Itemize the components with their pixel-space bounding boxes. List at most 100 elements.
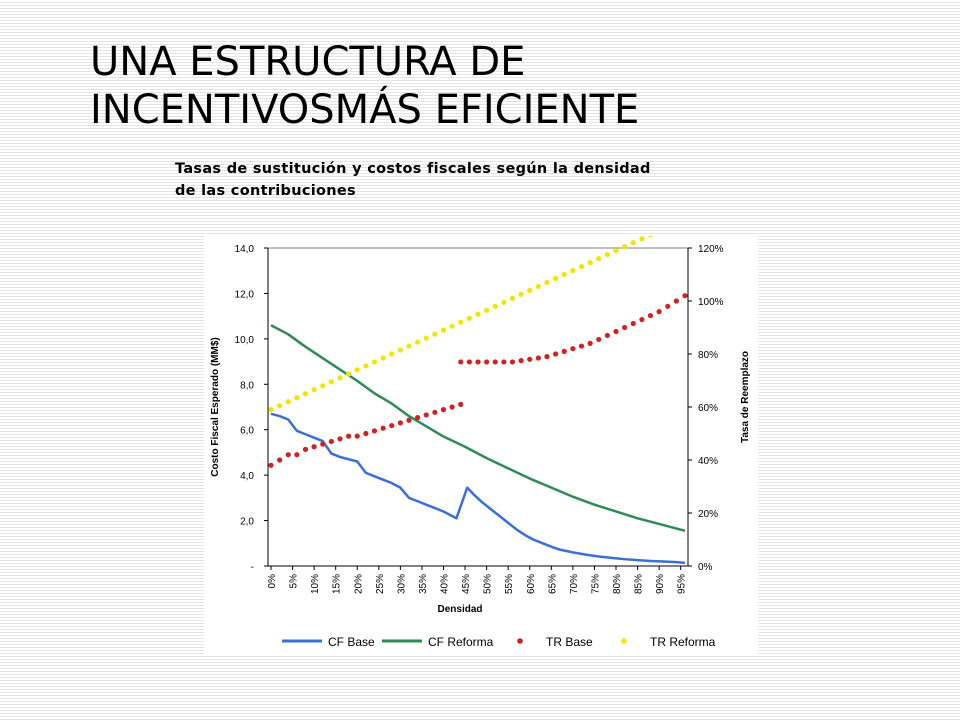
data-point-tr-base <box>406 417 412 423</box>
data-point-tr-base <box>475 359 481 365</box>
series-line-cf-base <box>270 412 686 565</box>
data-point-tr-reforma <box>371 359 378 365</box>
data-point-tr-base <box>311 444 317 450</box>
data-point-tr-base <box>492 359 498 365</box>
data-point-tr-reforma <box>406 343 412 349</box>
data-point-tr-reforma <box>553 275 559 282</box>
x-tick-label: 0% <box>267 574 278 589</box>
y2-tick-label: 40% <box>698 456 718 467</box>
data-point-tr-reforma <box>527 287 533 293</box>
x-axis-title: Densidad <box>437 604 482 615</box>
x-tick-label: 65% <box>547 574 558 594</box>
legend-label-cf-reforma: CF Reforma <box>428 635 494 649</box>
data-point-tr-base <box>285 452 291 458</box>
data-point-tr-reforma <box>337 375 343 381</box>
slide-title: UNA ESTRUCTURA DE INCENTIVOSMÁS EFICIENT… <box>90 38 890 134</box>
data-point-tr-base <box>397 420 403 426</box>
data-point-tr-reforma <box>535 283 541 290</box>
data-point-tr-base <box>346 433 352 439</box>
data-point-tr-reforma <box>639 236 645 242</box>
data-point-tr-base <box>484 359 490 365</box>
data-point-tr-reforma <box>415 339 421 345</box>
data-point-tr-reforma <box>630 240 636 246</box>
data-point-tr-base <box>389 422 395 429</box>
y-axis-title: Costo Fiscal Esperado (MM$) <box>210 337 221 476</box>
x-tick-label: 85% <box>634 574 645 594</box>
data-point-tr-base <box>630 320 636 327</box>
data-point-tr-reforma <box>440 327 447 333</box>
x-tick-label: 55% <box>504 574 515 594</box>
data-point-tr-reforma <box>423 335 429 341</box>
data-point-tr-base <box>440 407 447 413</box>
x-tick-label: 75% <box>590 574 601 594</box>
x-tick-label: 10% <box>310 574 321 594</box>
x-tick-label: 15% <box>332 574 343 594</box>
data-point-tr-base <box>665 303 671 309</box>
data-point-tr-base <box>647 312 654 319</box>
plot-area <box>267 247 689 567</box>
data-point-tr-base <box>535 355 541 361</box>
slide-title-line-2: INCENTIVOSMÁS EFICIENTE <box>90 87 640 133</box>
data-point-tr-base <box>527 356 533 362</box>
data-point-tr-base <box>302 446 309 452</box>
data-point-tr-reforma <box>277 403 283 409</box>
data-point-tr-reforma <box>311 387 317 393</box>
series-line-cf-reforma <box>270 324 686 533</box>
data-point-tr-reforma <box>346 371 352 377</box>
y2-axis-title: Tasa de Reemplazo <box>740 351 751 443</box>
data-point-tr-base <box>328 438 334 445</box>
data-point-tr-reforma <box>518 291 524 297</box>
y2-tick-label: 80% <box>698 350 718 361</box>
data-point-tr-base <box>371 428 378 434</box>
data-point-tr-reforma <box>328 379 334 385</box>
data-point-tr-base <box>656 309 662 315</box>
data-point-tr-reforma <box>449 323 455 329</box>
data-point-tr-reforma <box>466 315 472 321</box>
data-point-tr-reforma <box>501 299 507 305</box>
data-point-tr-reforma <box>509 295 516 301</box>
data-point-tr-base <box>673 298 679 304</box>
chart-svg: - 2,0 4,0 6,0 8,0 10,0 12,0 14,0 0% 20% 40% 60% 80% 1… <box>210 236 751 649</box>
data-point-tr-reforma <box>544 279 550 286</box>
y-tick-label: 12,0 <box>235 289 255 300</box>
data-point-tr-base <box>544 354 550 360</box>
data-point-tr-reforma <box>622 244 628 250</box>
y-tick-label: 10,0 <box>235 335 255 346</box>
y2-tick-label: 0% <box>698 562 713 573</box>
x-tick-label: 20% <box>353 574 364 594</box>
data-point-tr-base <box>415 415 421 421</box>
x-tick-label: 30% <box>396 574 407 594</box>
data-point-tr-base <box>268 462 274 468</box>
x-tick-label: 60% <box>526 574 537 594</box>
data-point-tr-base <box>553 351 559 357</box>
x-tick-label: 45% <box>461 574 472 594</box>
data-point-tr-reforma <box>492 303 498 309</box>
x-tick-label: 35% <box>418 574 429 594</box>
data-point-tr-reforma <box>432 331 438 337</box>
data-point-tr-reforma <box>475 311 481 317</box>
data-point-tr-reforma <box>578 263 585 270</box>
data-point-tr-base <box>432 409 438 415</box>
data-point-tr-base <box>458 359 464 365</box>
data-point-tr-base <box>320 441 326 447</box>
data-point-tr-reforma <box>354 367 360 373</box>
data-point-tr-reforma <box>587 259 593 266</box>
data-point-tr-base <box>277 457 283 463</box>
data-point-tr-reforma <box>596 256 602 262</box>
data-point-tr-base <box>682 293 688 299</box>
data-point-tr-reforma <box>389 351 395 357</box>
data-point-tr-reforma <box>561 271 567 278</box>
data-point-tr-reforma <box>285 399 291 405</box>
data-point-tr-base <box>354 433 360 439</box>
data-point-tr-base <box>380 425 386 431</box>
data-point-tr-reforma <box>648 236 653 238</box>
y-tick-label: - <box>251 562 254 573</box>
data-point-tr-base <box>639 316 645 323</box>
legend-swatch-tr-base <box>517 638 523 644</box>
data-point-tr-base <box>518 358 524 364</box>
data-point-tr-reforma <box>613 248 619 254</box>
data-point-tr-base <box>604 332 610 339</box>
data-point-tr-base <box>363 430 369 437</box>
data-point-tr-reforma <box>380 355 386 361</box>
data-point-tr-base <box>561 348 567 354</box>
